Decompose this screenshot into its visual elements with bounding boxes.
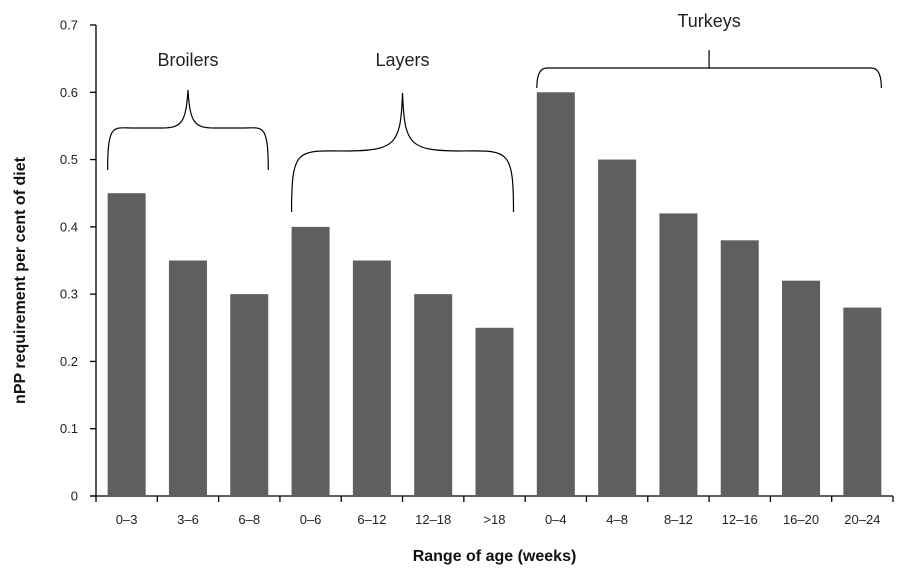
bar	[107, 193, 146, 496]
bars	[107, 92, 882, 497]
y-tick-label: 0.5	[60, 152, 78, 167]
bar	[230, 294, 269, 496]
group-brace	[536, 50, 882, 89]
y-tick-label: 0.3	[60, 287, 78, 302]
group-brace	[107, 89, 269, 171]
y-axis-title: nPP requirement per cent of diet	[12, 156, 29, 404]
x-tick-label: 3–6	[177, 512, 199, 527]
group-brace	[290, 92, 515, 213]
y-tick-label: 0.7	[60, 18, 78, 33]
bar	[720, 240, 759, 496]
y-tick-label: 0.1	[60, 421, 78, 436]
x-tick-label: 12–18	[415, 512, 451, 527]
bar	[168, 260, 207, 496]
x-tick-label: 4–8	[606, 512, 628, 527]
y-ticks: 0 0.1 0.2 0.3 0.4 0.5 0.6 0.7	[60, 18, 96, 504]
x-tick-label: 12–16	[722, 512, 758, 527]
y-tick-label: 0.6	[60, 85, 78, 100]
group-label: Layers	[376, 50, 430, 70]
bar	[414, 294, 453, 496]
x-tick-label: 6–8	[238, 512, 260, 527]
bar	[352, 260, 391, 496]
bar	[598, 159, 637, 497]
x-tick-label: 20–24	[844, 512, 880, 527]
bar	[843, 307, 882, 496]
bar	[475, 327, 514, 496]
bar	[659, 213, 698, 496]
group-braces: Broilers Layers Turkeys	[107, 11, 882, 213]
bar	[782, 280, 821, 496]
bar	[536, 92, 575, 497]
group-label: Turkeys	[677, 11, 740, 31]
x-ticks: 0–3 3–6 6–8 0–6 6–12 12–18 >18 0–4 4–8 8–12 12–16 1…	[95, 496, 894, 527]
x-tick-label: 16–20	[783, 512, 819, 527]
group-label: Broilers	[157, 50, 218, 70]
x-tick-label: 0–3	[116, 512, 138, 527]
x-axis-title: Range of age (weeks)	[413, 548, 577, 565]
x-tick-label: 8–12	[664, 512, 693, 527]
x-tick-label: >18	[483, 512, 505, 527]
y-tick-label: 0	[71, 489, 78, 504]
bar	[291, 226, 330, 496]
x-tick-label: 0–4	[545, 512, 567, 527]
y-tick-label: 0.2	[60, 354, 78, 369]
x-tick-label: 6–12	[357, 512, 386, 527]
y-tick-label: 0.4	[60, 219, 78, 234]
x-tick-label: 0–6	[300, 512, 322, 527]
